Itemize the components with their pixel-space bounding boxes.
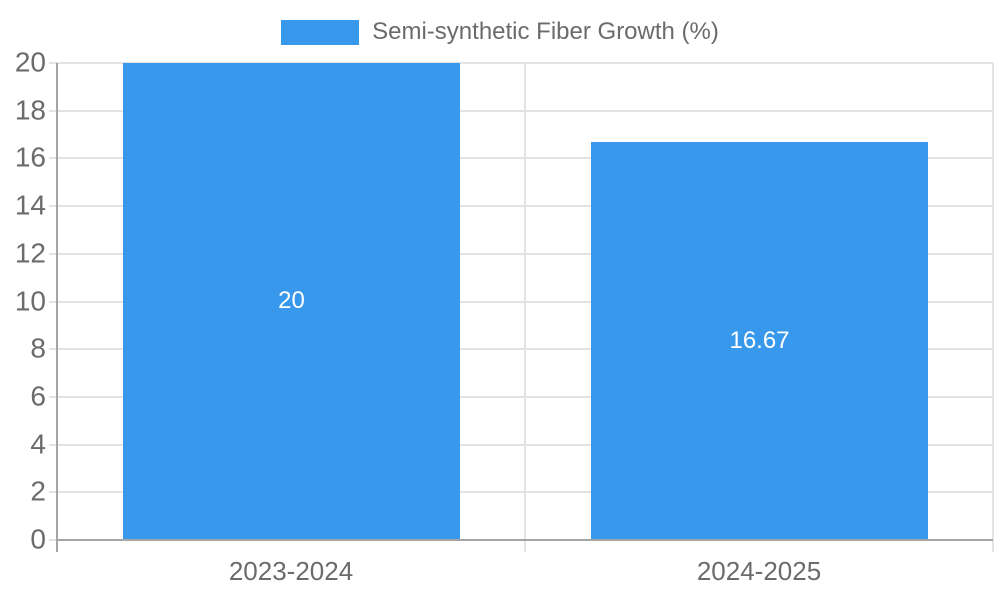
- bar-2023-2024: 20: [123, 63, 460, 539]
- x-axis-tick-label: 2023-2024: [228, 556, 354, 586]
- y-axis-tick-label: 0: [30, 523, 46, 555]
- y-axis-tick-label: 16: [14, 141, 46, 173]
- y-axis-line: [56, 63, 58, 552]
- y-axis-tick-label: 14: [14, 189, 46, 221]
- y-gridline: [49, 62, 993, 64]
- bar-2024-2025: 16.67: [591, 142, 928, 539]
- bar-value-label: 16.67: [729, 326, 790, 354]
- y-axis-tick-label: 8: [30, 332, 46, 364]
- x-gridline: [524, 63, 526, 552]
- bar-value-label: 20: [278, 287, 305, 314]
- y-gridline: [49, 252, 993, 255]
- y-gridline: [49, 491, 993, 494]
- y-gridline: [49, 443, 993, 446]
- y-gridline: [49, 395, 993, 398]
- y-axis-tick-label: 12: [14, 237, 46, 269]
- y-gridline: [49, 109, 993, 112]
- y-axis-tick-label: 20: [14, 46, 46, 78]
- y-axis-tick-label: 10: [14, 284, 46, 316]
- y-gridline: [49, 157, 993, 160]
- y-axis-tick-label: 4: [30, 428, 46, 460]
- y-gridline: [49, 348, 993, 351]
- x-axis-line: [56, 539, 993, 541]
- x-gridline: [992, 63, 994, 552]
- chart-legend: Semi-synthetic Fiber Growth (%): [0, 18, 1000, 46]
- x-axis-tick-label: 2024-2025: [696, 556, 822, 586]
- y-tick: [49, 539, 57, 541]
- y-gridline: [49, 205, 993, 208]
- y-gridline: [49, 300, 993, 303]
- y-axis-tick-label: 18: [14, 94, 46, 126]
- y-axis-tick-label: 6: [30, 380, 46, 412]
- legend-label: Semi-synthetic Fiber Growth (%): [372, 18, 719, 45]
- legend-color-swatch: [281, 19, 360, 45]
- y-axis-tick-label: 2: [30, 475, 46, 507]
